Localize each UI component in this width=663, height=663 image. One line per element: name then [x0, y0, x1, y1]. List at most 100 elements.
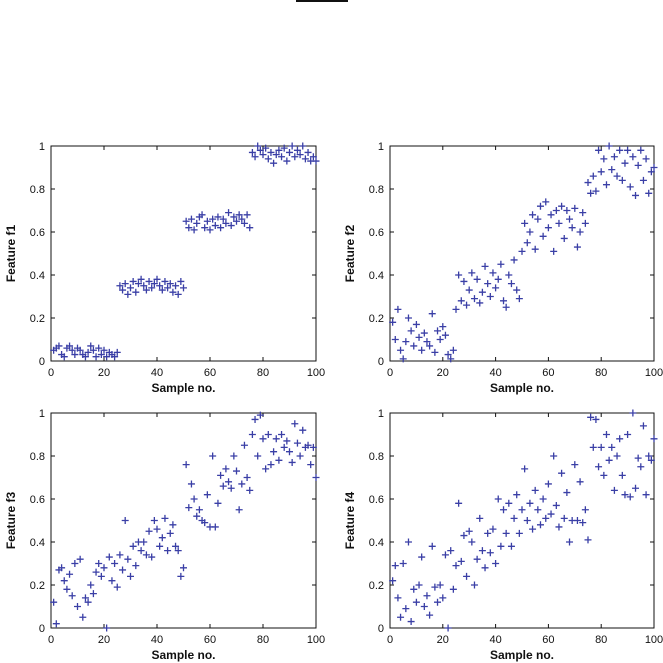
data-point: [397, 346, 405, 354]
data-point: [481, 262, 489, 270]
data-point: [500, 506, 508, 514]
data-point: [145, 277, 153, 285]
x-tick-label: 20: [98, 367, 110, 379]
data-point: [262, 465, 270, 473]
data-point: [203, 217, 211, 225]
data-point: [95, 344, 103, 352]
data-point: [595, 463, 603, 471]
data-point: [563, 489, 571, 497]
scatter-panel-3: 0 20 40 60 80 100 0 0.2 0.4 0.6 0.8 1 Sample no. Feat…: [4, 408, 325, 662]
data-point: [418, 553, 426, 561]
y-tick-label: 0: [378, 356, 384, 368]
data-point: [650, 435, 658, 443]
y-tick-label: 0.6: [30, 227, 45, 239]
data-point: [634, 454, 642, 462]
data-point: [87, 342, 95, 350]
data-point: [132, 288, 140, 296]
data-point: [74, 603, 81, 610]
data-point: [449, 585, 457, 593]
data-point: [576, 228, 584, 236]
data-point: [573, 243, 581, 251]
data-point: [92, 353, 100, 361]
data-point: [304, 441, 312, 449]
data-point: [544, 224, 552, 232]
data-point: [187, 215, 195, 223]
data-point: [156, 282, 164, 290]
data-point: [312, 157, 320, 165]
data-point: [573, 517, 581, 524]
data-point: [177, 572, 185, 580]
x-tick-label: 0: [48, 367, 54, 379]
data-point: [145, 527, 153, 535]
data-point: [500, 297, 508, 305]
data-point: [584, 536, 592, 544]
data-point: [50, 598, 58, 606]
data-point: [111, 560, 119, 567]
x-axis-title: Sample no.: [490, 648, 554, 662]
data-point: [270, 448, 278, 456]
data-point: [505, 271, 513, 279]
data-point: [407, 327, 415, 335]
data-point: [140, 282, 148, 290]
data-point: [613, 452, 621, 460]
data-point: [389, 577, 397, 585]
y-axis-title: Feature f4: [343, 492, 357, 550]
data-point: [108, 577, 116, 585]
data-point: [412, 598, 420, 606]
data-point: [129, 277, 137, 285]
x-axis-title: Sample no.: [151, 648, 215, 662]
data-point: [97, 572, 105, 580]
data-point: [185, 504, 193, 512]
data-point: [629, 409, 637, 417]
data-point: [447, 547, 455, 555]
data-point: [507, 280, 515, 288]
data-point: [639, 176, 647, 184]
data-point: [259, 151, 267, 159]
data-point: [452, 562, 460, 570]
data-point: [592, 415, 600, 423]
data-point: [124, 290, 132, 298]
data-point: [182, 217, 190, 225]
data-point: [589, 172, 597, 180]
data-point: [391, 336, 399, 343]
y-tick-label: 0: [39, 356, 45, 368]
data-point: [470, 295, 478, 303]
data-point: [264, 155, 272, 163]
data-point: [536, 202, 544, 210]
data-point: [206, 226, 214, 234]
data-point: [550, 247, 558, 255]
data-point: [455, 271, 463, 279]
data-point: [484, 529, 492, 537]
data-point: [436, 581, 444, 589]
data-point: [452, 305, 460, 313]
data-point: [521, 465, 529, 473]
data-point: [201, 519, 209, 527]
data-point: [272, 435, 280, 443]
y-tick-label: 0.8: [369, 451, 384, 463]
data-point: [193, 219, 201, 227]
y-tick-label: 0.4: [369, 270, 384, 282]
data-point: [203, 491, 211, 499]
data-point: [299, 426, 307, 434]
data-point: [270, 159, 278, 167]
data-point: [209, 452, 217, 460]
data-point: [597, 168, 605, 176]
data-point: [415, 333, 423, 341]
data-point: [153, 275, 161, 283]
data-point: [571, 461, 579, 469]
data-point: [79, 613, 87, 621]
x-tick-label: 100: [645, 367, 663, 379]
data-point: [211, 523, 219, 531]
data-point: [280, 443, 288, 451]
data-point: [489, 269, 497, 277]
data-point: [457, 297, 465, 305]
data-point: [468, 538, 476, 546]
data-point: [463, 572, 471, 580]
data-point: [412, 320, 420, 328]
data-point: [127, 284, 134, 292]
data-point: [637, 146, 645, 154]
data-point: [66, 342, 74, 350]
data-point: [602, 181, 610, 189]
data-point: [190, 495, 198, 503]
data-point: [423, 592, 431, 600]
